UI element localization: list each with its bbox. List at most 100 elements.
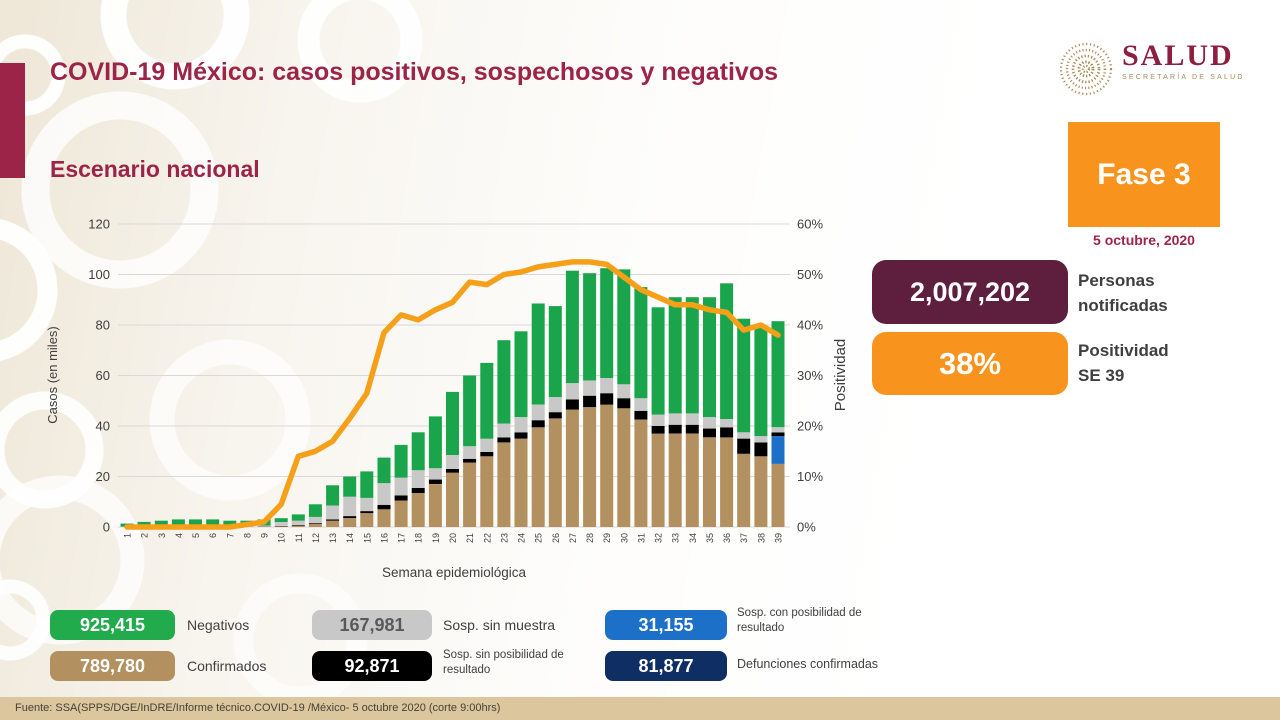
bar-week-31	[634, 398, 648, 411]
legend-sosp-con-posibilidad-value: 31,155	[605, 610, 727, 640]
bar-week-23	[497, 423, 511, 438]
bar-week-32	[651, 426, 665, 434]
x-axis-tick: 16	[379, 533, 389, 543]
x-axis-tick: 4	[174, 533, 184, 538]
bar-week-13	[326, 520, 340, 527]
x-axis-tick: 35	[705, 533, 715, 543]
bar-week-34	[685, 424, 699, 434]
bar-week-39	[771, 463, 785, 527]
bar-week-38	[754, 456, 768, 527]
bar-week-2	[137, 521, 151, 527]
bar-week-10	[274, 521, 288, 526]
page-title: COVID-19 México: casos positivos, sospec…	[50, 58, 779, 86]
bar-week-11	[291, 514, 305, 521]
bar-week-33	[668, 297, 682, 414]
bar-week-31	[634, 419, 648, 527]
x-axis-tick: 26	[551, 533, 561, 543]
bar-week-30	[617, 269, 631, 385]
positivity-label: Positividad SE 39	[1078, 341, 1169, 385]
bar-week-35	[703, 297, 716, 418]
left-axis-tick: 100	[88, 267, 110, 282]
x-axis-tick: 38	[756, 533, 766, 543]
bar-week-11	[291, 525, 305, 526]
bar-week-19	[428, 479, 442, 484]
bar-week-24	[514, 438, 528, 527]
left-axis-tick: 80	[96, 318, 110, 333]
right-axis-tick: 60%	[797, 217, 823, 232]
x-axis-tick: 30	[619, 533, 629, 543]
notified-persons-label: Personas notificadas	[1078, 271, 1168, 315]
bar-week-27	[565, 383, 579, 400]
x-axis-tick: 32	[654, 533, 664, 543]
bar-week-16	[377, 457, 391, 484]
x-axis-tick: 8	[242, 533, 252, 538]
x-axis-tick: 13	[328, 533, 338, 543]
bar-week-35	[703, 428, 716, 438]
x-axis-tick: 14	[345, 533, 355, 543]
bar-week-33	[668, 433, 682, 527]
notified-persons-value: 2,007,202	[872, 260, 1068, 324]
salud-wordmark: SALUD	[1122, 39, 1234, 72]
bar-week-27	[565, 409, 579, 527]
x-axis-tick: 23	[499, 533, 509, 543]
bar-week-28	[583, 407, 597, 527]
bar-week-37	[737, 318, 751, 433]
bar-week-21	[463, 375, 477, 447]
bar-week-23	[497, 340, 511, 424]
bar-week-37	[737, 432, 751, 439]
bar-week-15	[360, 511, 374, 514]
bar-week-29	[600, 268, 614, 378]
salud-sub-caption: SECRETARÍA DE SALUD	[1122, 74, 1245, 81]
bar-week-39	[771, 436, 785, 464]
bar-week-17	[394, 495, 408, 501]
bar-week-22	[480, 456, 494, 527]
bar-week-4	[171, 519, 185, 527]
x-axis-tick: 5	[191, 533, 201, 538]
x-axis-tick: 21	[465, 533, 475, 543]
x-axis-tick: 24	[517, 533, 527, 543]
bar-week-22	[480, 452, 494, 457]
bar-week-5	[189, 519, 202, 527]
bar-week-18	[411, 432, 425, 471]
bar-week-13	[326, 485, 340, 506]
bar-week-16	[377, 504, 391, 510]
bar-week-28	[583, 273, 597, 381]
legend-sosp-sin-posibilidad-label: Sosp. sin posibilidad de resultado	[443, 649, 564, 676]
bar-week-24	[514, 331, 528, 418]
bar-week-14	[343, 476, 357, 497]
right-axis-tick: 50%	[797, 267, 823, 282]
left-axis-tick: 20	[96, 469, 110, 484]
bar-week-12	[308, 524, 322, 527]
bar-week-29	[600, 393, 614, 405]
x-axis-tick: 17	[397, 533, 407, 543]
x-axis-tick: 1	[123, 533, 133, 538]
right-axis-tick: 30%	[797, 368, 823, 383]
bar-week-18	[411, 492, 425, 527]
bar-week-30	[617, 398, 631, 409]
salud-logo: SALUD SECRETARÍA DE SALUD	[1058, 40, 1242, 102]
bar-week-21	[463, 458, 477, 463]
bar-week-32	[651, 433, 665, 527]
bar-week-26	[548, 306, 562, 397]
bar-week-23	[497, 442, 511, 527]
x-axis-tick: 7	[225, 533, 235, 538]
bar-week-28	[583, 395, 597, 408]
bar-week-27	[565, 399, 579, 410]
bar-week-38	[754, 436, 768, 443]
positivity-line	[124, 259, 781, 530]
x-axis-tick: 29	[602, 533, 612, 543]
x-axis-tick: 22	[482, 533, 492, 543]
bar-week-20	[446, 391, 459, 455]
legend-sosp-sin-muestra-value: 167,981	[312, 610, 432, 640]
bar-week-35	[703, 417, 716, 429]
left-axis-tick: 60	[96, 368, 110, 383]
bar-week-13	[326, 519, 340, 521]
bar-week-18	[411, 470, 425, 488]
right-axis-title: Positividad	[832, 339, 849, 412]
bar-week-19	[428, 468, 442, 480]
legend-sosp-sin-posibilidad-value: 92,871	[312, 651, 432, 681]
source-note: Fuente: SSA(SPPS/DGE/InDRE/Informe técni…	[15, 702, 501, 714]
bar-week-15	[360, 513, 374, 527]
bar-week-21	[463, 446, 477, 459]
